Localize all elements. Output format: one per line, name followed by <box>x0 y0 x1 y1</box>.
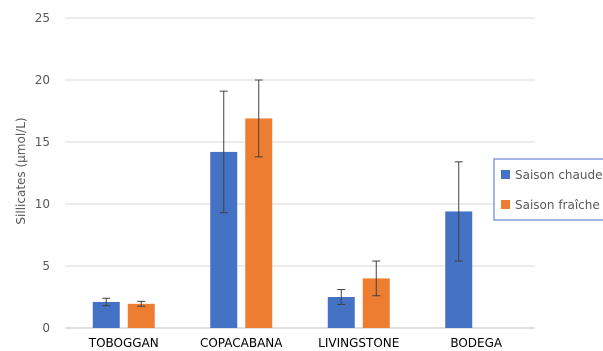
legend: Saison chaude Saison fraîche <box>493 158 603 221</box>
y-tick-label: 5 <box>42 259 50 273</box>
y-tick-label: 10 <box>35 197 50 211</box>
y-axis-title: Sillicates (µmol/L) <box>14 117 28 224</box>
y-tick-label: 25 <box>35 11 50 25</box>
y-tick-label: 20 <box>35 73 50 87</box>
x-tick-label: COPACABANA <box>200 336 283 350</box>
x-tick-label: LIVINGSTONE <box>318 336 399 350</box>
y-tick-labels: 0 5 10 15 20 25 <box>35 11 50 335</box>
legend-label: Saison fraîche <box>515 198 600 212</box>
legend-swatch <box>501 200 510 209</box>
legend-label: Saison chaude <box>515 168 602 182</box>
x-tick-label: BODEGA <box>450 336 503 350</box>
x-tick-labels: TOBOGGAN COPACABANA LIVINGSTONE BODEGA <box>88 336 503 350</box>
error-bars <box>102 79 463 307</box>
legend-swatch <box>501 170 510 179</box>
y-tick-label: 15 <box>35 135 50 149</box>
x-tick-label: TOBOGGAN <box>88 336 159 350</box>
y-tick-label: 0 <box>42 321 50 335</box>
bar <box>92 301 120 328</box>
bars <box>92 118 473 328</box>
bar <box>127 303 155 328</box>
legend-frame <box>493 158 603 221</box>
